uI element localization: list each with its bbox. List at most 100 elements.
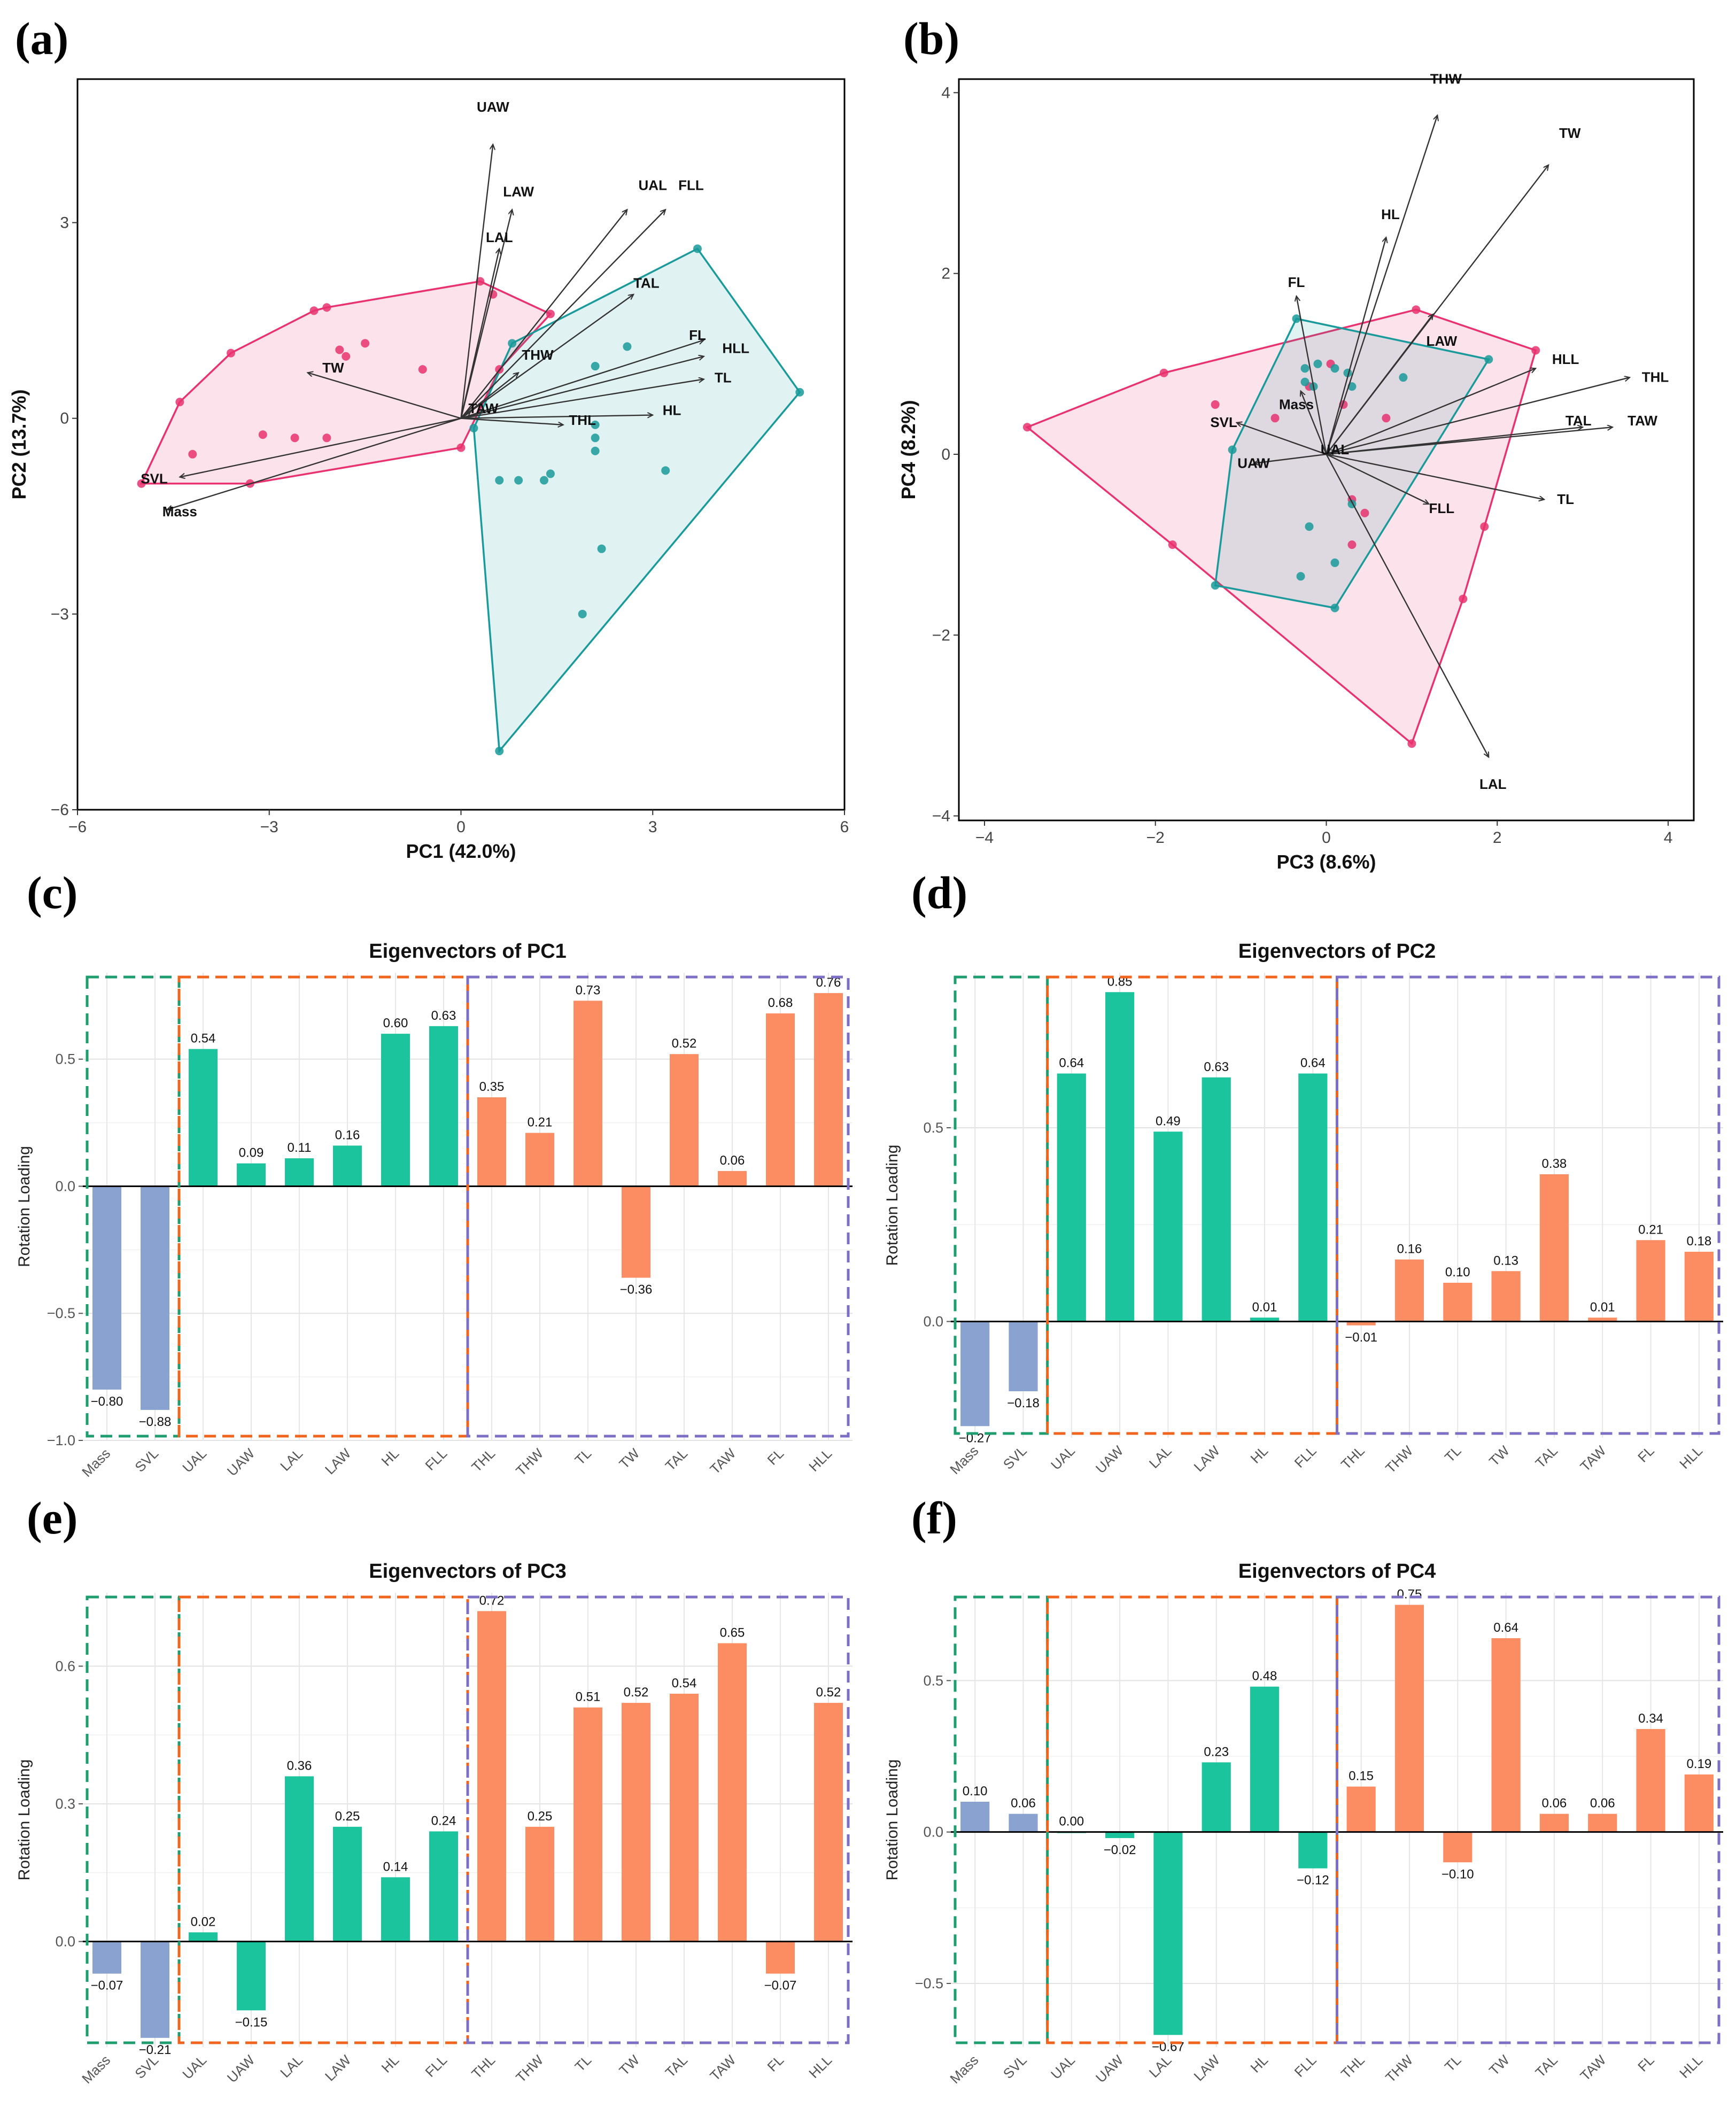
bar-lal bbox=[285, 1158, 314, 1187]
x-tick-label: −4 bbox=[975, 829, 994, 847]
vector-label: THL bbox=[569, 412, 596, 428]
group-box-purple bbox=[1336, 1595, 1720, 2044]
x-tick-label: HL bbox=[1247, 1443, 1272, 1467]
loading-vector-hll bbox=[1326, 368, 1536, 455]
bar-value-label: 0.54 bbox=[191, 1032, 216, 1046]
y-tick-label: 0.0 bbox=[923, 1314, 943, 1330]
x-tick-label: LAW bbox=[1191, 1443, 1223, 1475]
x-tick-label: THW bbox=[513, 2052, 546, 2086]
x-tick-label: HLL bbox=[805, 2052, 835, 2081]
x-tick-label: 0 bbox=[1322, 829, 1331, 847]
x-tick-label: LAL bbox=[1146, 2052, 1175, 2081]
point-group2 bbox=[539, 476, 548, 485]
loading-vector-fll bbox=[460, 210, 666, 419]
bar-tw bbox=[622, 1186, 650, 1278]
bar-value-label: 0.73 bbox=[576, 983, 601, 997]
x-tick-label: FL bbox=[764, 1445, 787, 1468]
point-group1 bbox=[456, 443, 466, 452]
bar-value-label: 0.06 bbox=[1590, 1796, 1615, 1811]
x-tick-label: FLL bbox=[1291, 2052, 1320, 2080]
bar-value-label: 0.64 bbox=[1300, 1056, 1326, 1071]
eigenvectors-pc3-bar-chart: −0.07 −0.21 0.02 −0.15 0.36 0.25 0.14 0.24 0.72 0… bbox=[15, 1560, 852, 2087]
bar-ual bbox=[189, 1049, 218, 1187]
bar-value-label: 0.38 bbox=[1542, 1157, 1567, 1171]
x-tick-label: HLL bbox=[1676, 1443, 1706, 1472]
point-group2 bbox=[1305, 522, 1314, 531]
bar-value-label: 0.65 bbox=[720, 1625, 745, 1640]
loading-vector-thw bbox=[460, 373, 519, 419]
x-tick-label: FLL bbox=[422, 2052, 450, 2080]
point-group1 bbox=[1211, 400, 1220, 409]
bar-svl bbox=[141, 1941, 169, 2038]
point-group1 bbox=[1459, 594, 1468, 603]
x-tick-label: Mass bbox=[79, 2052, 113, 2087]
vector-label: HL bbox=[1381, 206, 1400, 222]
y-tick-label: 3 bbox=[60, 214, 69, 232]
bar-value-label: 0.16 bbox=[335, 1128, 360, 1142]
bar-thw bbox=[525, 1133, 554, 1187]
bar-ual bbox=[189, 1932, 218, 1942]
bar-fll bbox=[429, 1831, 458, 1942]
bar-lal bbox=[1153, 1131, 1183, 1322]
vector-label: TW bbox=[1559, 125, 1581, 141]
x-tick-label: UAW bbox=[1092, 1443, 1127, 1477]
point-group1 bbox=[1270, 414, 1280, 423]
y-axis-label: Rotation Loading bbox=[15, 1146, 33, 1267]
x-tick-label: TW bbox=[616, 1445, 642, 1472]
vector-label: THW bbox=[522, 347, 554, 363]
x-tick-label: 3 bbox=[648, 818, 657, 836]
bar-hl bbox=[1250, 1317, 1280, 1322]
bar-tl bbox=[1443, 1283, 1472, 1322]
point-group1 bbox=[361, 339, 370, 348]
loading-vector-tw bbox=[308, 373, 461, 419]
point-group2 bbox=[693, 244, 702, 253]
point-group1 bbox=[322, 303, 331, 312]
bar-mass bbox=[960, 1802, 990, 1832]
bar-mass bbox=[92, 1941, 121, 1974]
bar-value-label: 0.49 bbox=[1156, 1114, 1181, 1128]
group-box-orange bbox=[1046, 1595, 1338, 2044]
bar-law bbox=[1202, 1762, 1231, 1832]
loading-vector-lal bbox=[460, 249, 500, 418]
x-tick-label: TAL bbox=[1532, 2052, 1561, 2081]
y-tick-label: 0.6 bbox=[55, 1658, 75, 1674]
bar-mass bbox=[960, 1321, 990, 1427]
point-group2 bbox=[469, 423, 478, 432]
point-group1 bbox=[1382, 414, 1391, 423]
bar-ual bbox=[1057, 1073, 1086, 1322]
bar-value-label: −0.12 bbox=[1297, 1873, 1329, 1888]
point-group2 bbox=[1484, 355, 1493, 364]
y-tick-label: −0.5 bbox=[915, 1975, 943, 1991]
bar-uaw bbox=[1105, 992, 1135, 1322]
vector-label: TL bbox=[1557, 491, 1574, 507]
bar-value-label: 0.24 bbox=[431, 1813, 456, 1828]
point-group2 bbox=[508, 339, 517, 348]
bar-thl bbox=[1346, 1786, 1376, 1832]
y-axis-label: Rotation Loading bbox=[883, 1760, 901, 1881]
bar-value-label: 0.63 bbox=[431, 1009, 456, 1023]
y-tick-label: 0.5 bbox=[923, 1120, 943, 1136]
loading-vector-fl bbox=[1297, 296, 1327, 455]
point-group2 bbox=[661, 466, 670, 475]
vector-label: UAW bbox=[1237, 455, 1270, 471]
bar-tl bbox=[1443, 1832, 1472, 1863]
bar-hl bbox=[1250, 1686, 1280, 1832]
bar-hl bbox=[381, 1877, 410, 1942]
bar-value-label: 0.15 bbox=[1348, 1769, 1374, 1784]
bar-value-label: 0.06 bbox=[1542, 1796, 1567, 1811]
point-group1 bbox=[1412, 305, 1421, 314]
bar-hll bbox=[1684, 1252, 1714, 1322]
vector-label: HL bbox=[663, 402, 681, 418]
point-group2 bbox=[546, 469, 555, 478]
x-tick-label: THL bbox=[468, 1445, 498, 1475]
bar-value-label: 0.23 bbox=[1204, 1745, 1229, 1759]
loading-vector-uaw bbox=[460, 144, 493, 418]
vector-label: TAW bbox=[468, 400, 498, 416]
bar-value-label: 0.75 bbox=[1397, 1587, 1422, 1602]
bar-value-label: 0.64 bbox=[1059, 1056, 1084, 1071]
bar-taw bbox=[718, 1171, 747, 1187]
bar-value-label: 0.48 bbox=[1252, 1669, 1277, 1684]
point-group1 bbox=[1159, 368, 1168, 377]
bar-fl bbox=[766, 1013, 795, 1187]
